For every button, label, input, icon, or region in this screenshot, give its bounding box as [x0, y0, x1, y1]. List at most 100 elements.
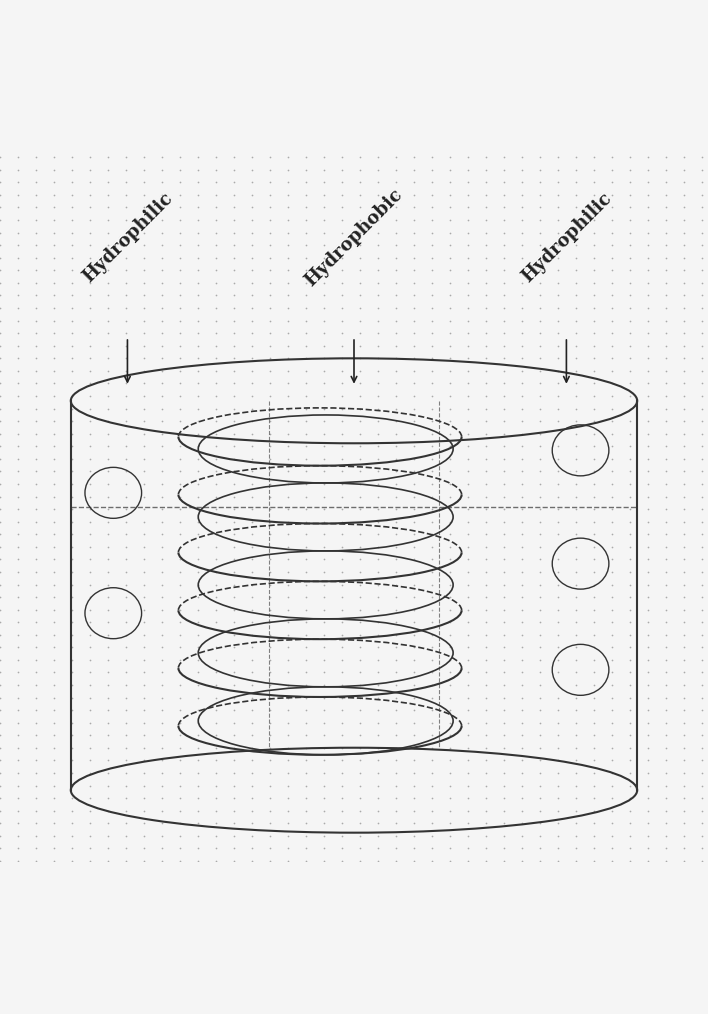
Point — [229, 652, 240, 668]
Point — [498, 249, 510, 266]
Point — [0, 212, 6, 228]
Point — [498, 237, 510, 254]
Point — [30, 513, 42, 529]
Point — [516, 224, 527, 240]
Point — [462, 790, 474, 806]
Point — [30, 815, 42, 831]
Point — [229, 200, 240, 216]
Point — [319, 388, 330, 405]
Point — [336, 552, 348, 568]
Point — [282, 564, 294, 580]
Point — [156, 614, 168, 631]
Point — [409, 841, 420, 857]
Point — [193, 438, 204, 454]
Point — [336, 388, 348, 405]
Point — [210, 338, 222, 354]
Point — [678, 375, 690, 391]
Point — [606, 526, 617, 542]
Point — [480, 740, 491, 756]
Point — [120, 627, 132, 643]
Point — [0, 463, 6, 480]
Point — [246, 224, 258, 240]
Point — [390, 149, 401, 165]
Point — [67, 513, 78, 529]
Point — [372, 815, 384, 831]
Point — [156, 312, 168, 329]
Point — [156, 149, 168, 165]
Point — [571, 853, 582, 869]
Point — [462, 275, 474, 291]
Point — [319, 463, 330, 480]
Point — [571, 375, 582, 391]
Point — [535, 200, 546, 216]
Point — [516, 702, 527, 718]
Point — [661, 727, 672, 743]
Point — [409, 765, 420, 781]
Point — [516, 200, 527, 216]
Point — [84, 841, 96, 857]
Point — [480, 601, 491, 618]
Point — [462, 426, 474, 442]
Point — [354, 752, 365, 769]
Point — [48, 677, 59, 694]
Point — [210, 388, 222, 405]
Point — [372, 513, 384, 529]
Point — [480, 552, 491, 568]
Point — [210, 161, 222, 177]
Point — [67, 639, 78, 655]
Point — [372, 287, 384, 303]
Point — [210, 664, 222, 680]
Point — [516, 614, 527, 631]
Point — [0, 237, 6, 254]
Point — [678, 639, 690, 655]
Point — [48, 614, 59, 631]
Point — [571, 174, 582, 191]
Point — [535, 501, 546, 517]
Point — [678, 513, 690, 529]
Point — [445, 677, 456, 694]
Point — [300, 853, 312, 869]
Point — [336, 589, 348, 605]
Point — [193, 224, 204, 240]
Point — [229, 664, 240, 680]
Point — [156, 690, 168, 706]
Point — [246, 450, 258, 466]
Point — [535, 450, 546, 466]
Point — [103, 538, 114, 555]
Point — [282, 526, 294, 542]
Point — [552, 438, 564, 454]
Point — [12, 161, 23, 177]
Point — [0, 137, 6, 153]
Point — [48, 639, 59, 655]
Point — [282, 601, 294, 618]
Point — [516, 174, 527, 191]
Point — [354, 325, 365, 342]
Point — [606, 363, 617, 379]
Point — [516, 778, 527, 794]
Point — [678, 803, 690, 819]
Point — [103, 263, 114, 279]
Point — [30, 161, 42, 177]
Point — [480, 526, 491, 542]
Point — [210, 363, 222, 379]
Point — [661, 690, 672, 706]
Point — [103, 137, 114, 153]
Point — [697, 815, 708, 831]
Point — [193, 350, 204, 366]
Point — [210, 601, 222, 618]
Point — [84, 275, 96, 291]
Point — [390, 614, 401, 631]
Point — [390, 601, 401, 618]
Point — [445, 690, 456, 706]
Point — [264, 627, 275, 643]
Point — [409, 690, 420, 706]
Point — [498, 489, 510, 505]
Point — [516, 300, 527, 316]
Point — [319, 300, 330, 316]
Point — [354, 300, 365, 316]
Point — [210, 827, 222, 844]
Point — [624, 401, 636, 417]
Point — [661, 853, 672, 869]
Point — [445, 363, 456, 379]
Point — [571, 702, 582, 718]
